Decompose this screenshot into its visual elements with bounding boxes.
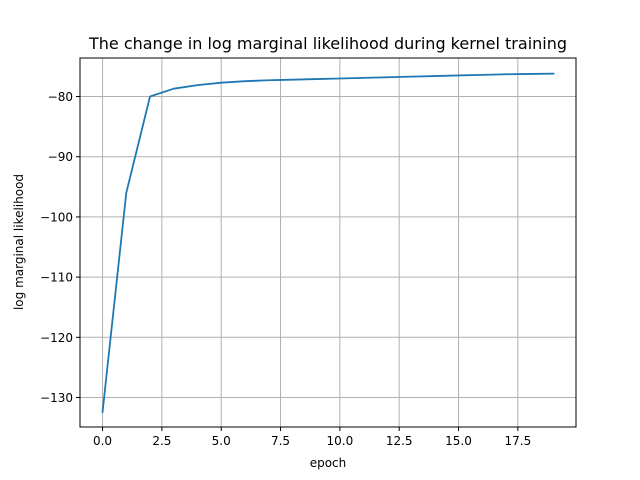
x-tick-label: 15.0 bbox=[445, 434, 472, 448]
x-tick-label: 5.0 bbox=[212, 434, 231, 448]
x-tick-label: 2.5 bbox=[152, 434, 171, 448]
axes-frame bbox=[79, 57, 577, 428]
series-layer bbox=[101, 72, 555, 413]
series-line bbox=[101, 72, 555, 413]
y-tick-label: −110 bbox=[40, 271, 73, 285]
y-axis-label: log marginal likelihood bbox=[12, 174, 26, 310]
x-tick-label: 12.5 bbox=[386, 434, 413, 448]
y-tick-label: −130 bbox=[40, 391, 73, 405]
y-tick-label: −100 bbox=[40, 210, 73, 224]
x-tick-label: 10.0 bbox=[327, 434, 354, 448]
y-tick-label: −80 bbox=[48, 90, 73, 104]
x-tick-label: 0.0 bbox=[93, 434, 112, 448]
y-tick-label: −120 bbox=[40, 331, 73, 345]
y-tick-label: −90 bbox=[48, 150, 73, 164]
x-axis-label: epoch bbox=[310, 456, 347, 470]
x-tick-label: 7.5 bbox=[271, 434, 290, 448]
x-tick-label: 17.5 bbox=[504, 434, 531, 448]
tick-layer: 0.0 2.5 5.0 7.5 10.0 12.5 15.0 17.5 −130 −120 −110… bbox=[40, 90, 531, 448]
chart-title: The change in log marginal likelihood du… bbox=[88, 34, 567, 53]
grid-layer bbox=[80, 58, 576, 427]
